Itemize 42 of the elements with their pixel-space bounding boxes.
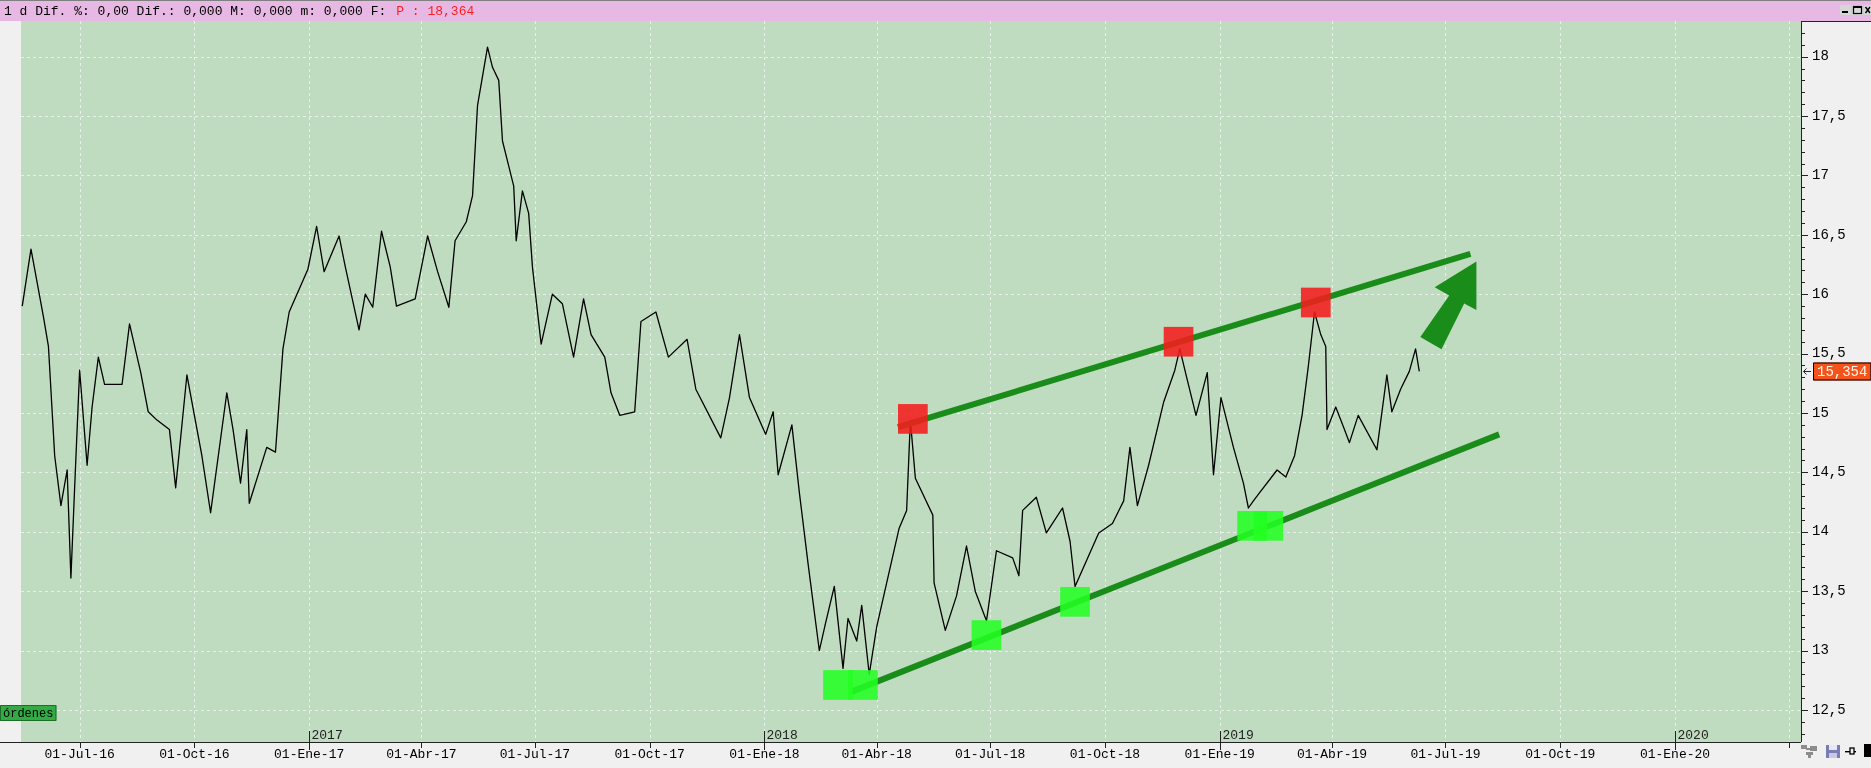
point	[1253, 510, 1284, 541]
x-tick-label: 01-Oct-17	[614, 747, 685, 763]
text: 15,354	[1817, 364, 1868, 381]
y-tick-label: 13	[1812, 642, 1829, 659]
y-tick-label: 12,5	[1812, 701, 1846, 718]
x-tick-label: 01-Jul-17	[499, 747, 571, 763]
annotation: 2017	[311, 728, 343, 743]
point	[848, 670, 878, 700]
point	[898, 404, 928, 434]
y-tick-label: 14	[1812, 523, 1829, 540]
annotation: 2020	[1677, 728, 1709, 743]
y-tick-label: 16,5	[1812, 226, 1846, 243]
point	[1163, 326, 1194, 357]
x-tick-label: 01-Ene-18	[729, 747, 800, 763]
point	[971, 620, 1002, 650]
y-tick-label: 15,5	[1812, 345, 1846, 362]
y-tick-label: 14,5	[1812, 464, 1846, 481]
x-tick-label: 01-Abr-19	[1296, 747, 1368, 763]
chart-title: 1 d Dif. %: 0,00 Dif.: 0,000 M: 0,000 m: 0,000 F:	[4, 3, 387, 19]
annotation: 2018	[766, 728, 798, 743]
x-tick-label: 01-Abr-17	[386, 747, 457, 763]
y-tick-label: 13,5	[1812, 582, 1846, 599]
x-tick-label: 01-Ene-19	[1184, 747, 1255, 763]
x-tick-label: 01-Jul-19	[1410, 747, 1481, 763]
x-tick-label: 01-Jul-18	[955, 747, 1026, 763]
point	[1060, 586, 1090, 617]
y-tick-label: 17	[1812, 167, 1829, 184]
x-tick-label: 01-Abr-18	[841, 747, 912, 763]
y-tick-label: 15	[1812, 404, 1829, 421]
y-tick-label: 16	[1812, 285, 1829, 302]
x-tick-label: 01-Oct-18	[1069, 747, 1141, 763]
annotation: 2019	[1222, 728, 1254, 743]
y-tick-label: 17,5	[1812, 107, 1846, 124]
x-tick-label: 01-Ene-17	[274, 747, 345, 763]
x-tick-label: 01-Oct-16	[159, 747, 230, 763]
x-tick-label: 01-Ene-20	[1639, 747, 1711, 763]
chart-subtitle: P : 18,364	[396, 3, 475, 19]
annotation: órdenes	[3, 706, 54, 721]
y-tick-label: 18	[1812, 48, 1829, 65]
point	[1300, 287, 1331, 318]
x-tick-label: 01-Jul-16	[44, 747, 115, 763]
x-tick-label: 01-Oct-19	[1525, 747, 1596, 763]
